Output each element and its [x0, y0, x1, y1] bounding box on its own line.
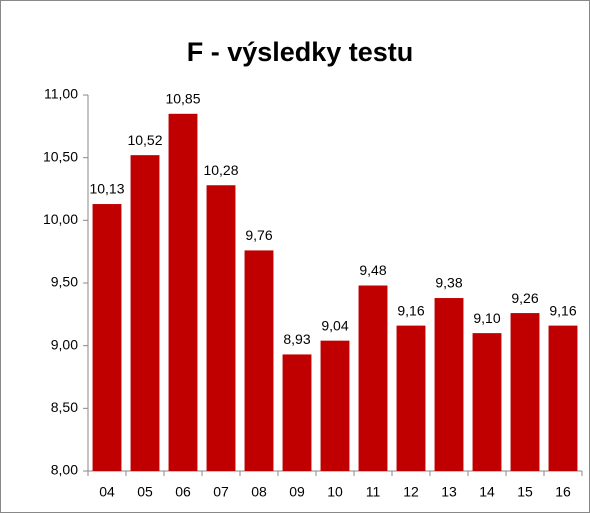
- y-tick-label: 10,50: [43, 148, 78, 164]
- value-label: 9,16: [397, 302, 424, 318]
- bar: [206, 185, 236, 472]
- x-tick-label: 16: [555, 484, 571, 500]
- bar: [396, 325, 426, 471]
- x-tick-label: 04: [99, 484, 115, 500]
- value-label: 8,93: [283, 331, 310, 347]
- bar: [472, 333, 502, 471]
- x-tick-label: 10: [327, 484, 343, 500]
- value-label: 9,26: [511, 290, 538, 306]
- bar: [282, 354, 312, 471]
- value-label: 10,28: [203, 162, 238, 178]
- value-label: 9,76: [245, 227, 272, 243]
- y-tick-label: 9,50: [51, 274, 78, 290]
- bar: [358, 285, 388, 471]
- x-tick-label: 14: [479, 484, 495, 500]
- x-tick-label: 15: [517, 484, 533, 500]
- y-tick-label: 9,00: [51, 336, 78, 352]
- y-tick-label: 8,00: [51, 462, 78, 478]
- bar: [434, 298, 464, 471]
- bar: [320, 340, 350, 471]
- value-label: 10,85: [165, 91, 200, 107]
- x-tick-label: 09: [289, 484, 305, 500]
- value-label: 9,04: [321, 317, 348, 333]
- bar: [244, 250, 274, 471]
- bar: [168, 113, 198, 472]
- bar: [548, 325, 578, 471]
- x-tick-label: 11: [366, 484, 381, 500]
- bar: [130, 155, 160, 471]
- y-tick-label: 10,00: [43, 211, 78, 227]
- x-tick-label: 06: [175, 484, 191, 500]
- value-label: 9,48: [359, 262, 386, 278]
- value-label: 9,10: [473, 310, 500, 326]
- value-label: 10,13: [89, 181, 124, 197]
- x-tick-label: 12: [403, 484, 419, 500]
- value-label: 10,52: [127, 132, 162, 148]
- x-tick-label: 07: [213, 484, 229, 500]
- x-tick-label: 05: [137, 484, 153, 500]
- value-label: 9,38: [435, 275, 462, 291]
- y-tick-label: 11,00: [44, 86, 78, 102]
- bar: [510, 313, 540, 471]
- bar: [92, 204, 122, 472]
- chart-title: F - výsledky testu: [187, 37, 414, 67]
- x-tick-label: 08: [251, 484, 267, 500]
- x-tick-label: 13: [441, 484, 457, 500]
- value-label: 9,16: [549, 302, 576, 318]
- y-tick-label: 8,50: [51, 399, 78, 415]
